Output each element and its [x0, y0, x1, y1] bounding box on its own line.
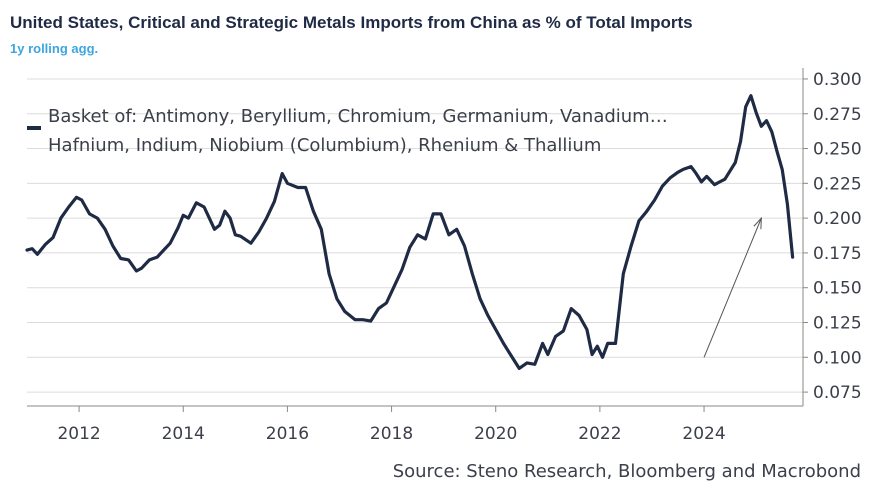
y-tick-label-5: 0.175	[813, 244, 862, 264]
axes	[27, 68, 808, 412]
y-tick-label-1: 0.275	[813, 105, 862, 125]
y-tick-label-6: 0.150	[813, 279, 862, 299]
legend: Basket of: Antimony, Beryllium, Chromium…	[27, 106, 668, 156]
series-line-0	[25, 94, 795, 370]
x-tick-label-5: 2022	[578, 424, 621, 444]
y-tick-label-3: 0.225	[813, 174, 862, 194]
x-tick-label-2: 2016	[266, 424, 309, 444]
series-layer	[25, 94, 795, 370]
x-tick-label-4: 2020	[474, 424, 517, 444]
x-tick-label-3: 2018	[370, 424, 413, 444]
y-tick-label-8: 0.100	[813, 348, 862, 368]
legend-entry-line-2: Hafnium, Indium, Niobium (Columbium), Rh…	[48, 135, 601, 156]
x-tick-label-1: 2014	[162, 424, 205, 444]
annotation-arrow-head	[753, 216, 762, 230]
x-axis-tick-labels: 2012 2014 2016 2018 2020 2022 2024	[57, 424, 725, 444]
chart-title: United States, Critical and Strategic Me…	[10, 13, 693, 32]
annotation-arrow-line	[703, 217, 762, 358]
annotation-layer	[703, 216, 762, 358]
y-tick-label-2: 0.250	[813, 140, 862, 160]
x-tick-label-0: 2012	[57, 424, 100, 444]
source-note: Source: Steno Research, Bloomberg and Ma…	[392, 461, 861, 482]
legend-entry-line-1: Basket of: Antimony, Beryllium, Chromium…	[48, 106, 668, 127]
y-tick-label-0: 0.300	[813, 70, 862, 90]
y-tick-label-7: 0.125	[813, 314, 862, 334]
y-axis-tick-labels: 0.300 0.275 0.250 0.225 0.200 0.175 0.150 0.125…	[813, 70, 862, 403]
x-tick-label-6: 2024	[682, 424, 725, 444]
y-tick-label-9: 0.075	[813, 383, 862, 403]
chart-subtitle: 1y rolling agg.	[10, 41, 99, 56]
y-tick-label-4: 0.200	[813, 209, 862, 229]
gridlines	[27, 78, 803, 393]
